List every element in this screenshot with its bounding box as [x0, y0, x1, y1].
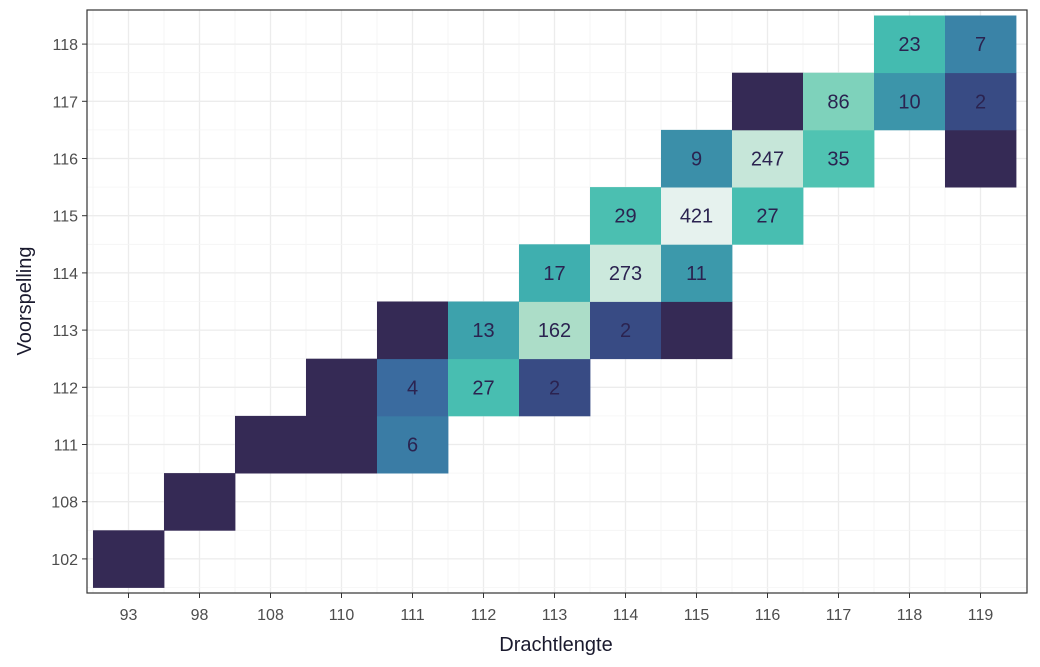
heatmap-cell — [874, 15, 946, 74]
heatmap-cell — [732, 187, 804, 245]
heatmap-cell — [519, 244, 591, 302]
y-tick-label: 116 — [52, 152, 78, 169]
x-axis-title: Drachtlengte — [499, 634, 612, 656]
y-tick-label: 117 — [52, 94, 78, 111]
y-axis: 102 108 111 112 113 114 115 116 117 118 — [51, 37, 87, 569]
cell-value-label: 23 — [898, 34, 920, 56]
cell-value-label: 2 — [549, 377, 560, 399]
cell-value-label: 2 — [975, 91, 986, 113]
y-tick-label: 112 — [52, 380, 78, 397]
heatmap-cell — [590, 301, 662, 360]
x-tick-label: 119 — [968, 607, 994, 624]
y-tick-label: 108 — [51, 495, 78, 512]
heatmap-cell — [377, 301, 449, 360]
cell-value-label: 7 — [975, 34, 986, 56]
heatmap-cell — [377, 358, 449, 417]
heatmap-cell — [306, 415, 378, 474]
cell-value-label: 162 — [538, 320, 571, 342]
heatmap-cell — [661, 301, 733, 360]
y-tick-label: 114 — [52, 266, 78, 283]
heatmap-cell — [945, 129, 1017, 188]
y-tick-label: 115 — [52, 209, 78, 226]
panel-border — [86, 9, 1028, 594]
heatmap-cell — [803, 129, 875, 188]
cell-value-label: 421 — [680, 206, 713, 228]
cell-value-label: 86 — [827, 91, 849, 113]
x-tick-label: 114 — [613, 607, 639, 624]
cell-value-label: 4 — [407, 377, 418, 399]
heatmap-cell — [945, 72, 1017, 131]
cell-value-label: 247 — [751, 149, 784, 171]
cell-value-label: 35 — [827, 149, 849, 171]
x-tick-label: 108 — [257, 607, 284, 624]
x-tick-label: 115 — [684, 607, 710, 624]
x-tick-label: 111 — [400, 607, 424, 624]
cell-value-label: 10 — [898, 91, 920, 113]
heatmap-cell — [874, 72, 946, 131]
cell-value-label: 29 — [614, 206, 636, 228]
cell-value-label: 9 — [691, 149, 702, 171]
cell-value-label: 13 — [472, 320, 494, 342]
x-tick-label: 113 — [542, 607, 568, 624]
heatmap-cell — [590, 187, 662, 245]
x-tick-label: 110 — [329, 607, 355, 624]
heatmap-cell — [590, 244, 662, 302]
cell-value-label: 27 — [472, 377, 494, 399]
heatmap-cell — [377, 415, 449, 474]
cell-value-label: 2 — [620, 320, 631, 342]
heatmap-cell — [945, 15, 1017, 74]
x-tick-label: 117 — [826, 607, 852, 624]
x-tick-label: 116 — [755, 607, 781, 624]
y-axis-title: Voorspelling — [14, 247, 36, 356]
x-tick-label: 93 — [120, 607, 138, 624]
cell-value-label: 27 — [756, 206, 778, 228]
cell-value-label: 11 — [686, 263, 707, 285]
y-tick-label: 111 — [54, 438, 78, 455]
y-tick-label: 102 — [51, 552, 78, 569]
heatmap-cell — [803, 72, 875, 131]
cell-value-label: 273 — [609, 263, 642, 285]
heatmap-cell — [306, 358, 378, 417]
y-tick-label: 118 — [52, 37, 78, 54]
x-axis: 93 98 108 110 111 112 113 114 115 116 117 118 119 — [120, 593, 994, 624]
heatmap-cell — [661, 129, 733, 188]
cell-value-label: 17 — [543, 263, 565, 285]
heatmap-cell — [661, 187, 733, 245]
x-tick-label: 112 — [471, 607, 497, 624]
heatmap-cell — [93, 530, 165, 588]
y-tick-label: 113 — [52, 323, 78, 340]
heatmap-cell — [519, 358, 591, 417]
heatmap-cell — [448, 301, 520, 360]
heatmap-cell — [519, 301, 591, 360]
x-tick-label: 118 — [897, 607, 923, 624]
heatmap-cells — [93, 15, 1017, 588]
cell-value-label: 6 — [407, 435, 418, 457]
heatmap-cell — [235, 415, 307, 474]
heatmap-cell — [164, 473, 236, 531]
x-tick-label: 98 — [191, 607, 209, 624]
heatmap-cell — [732, 72, 804, 131]
heatmap-cell — [661, 244, 733, 302]
heatmap-cell — [448, 358, 520, 417]
heatmap-cell — [732, 129, 804, 188]
